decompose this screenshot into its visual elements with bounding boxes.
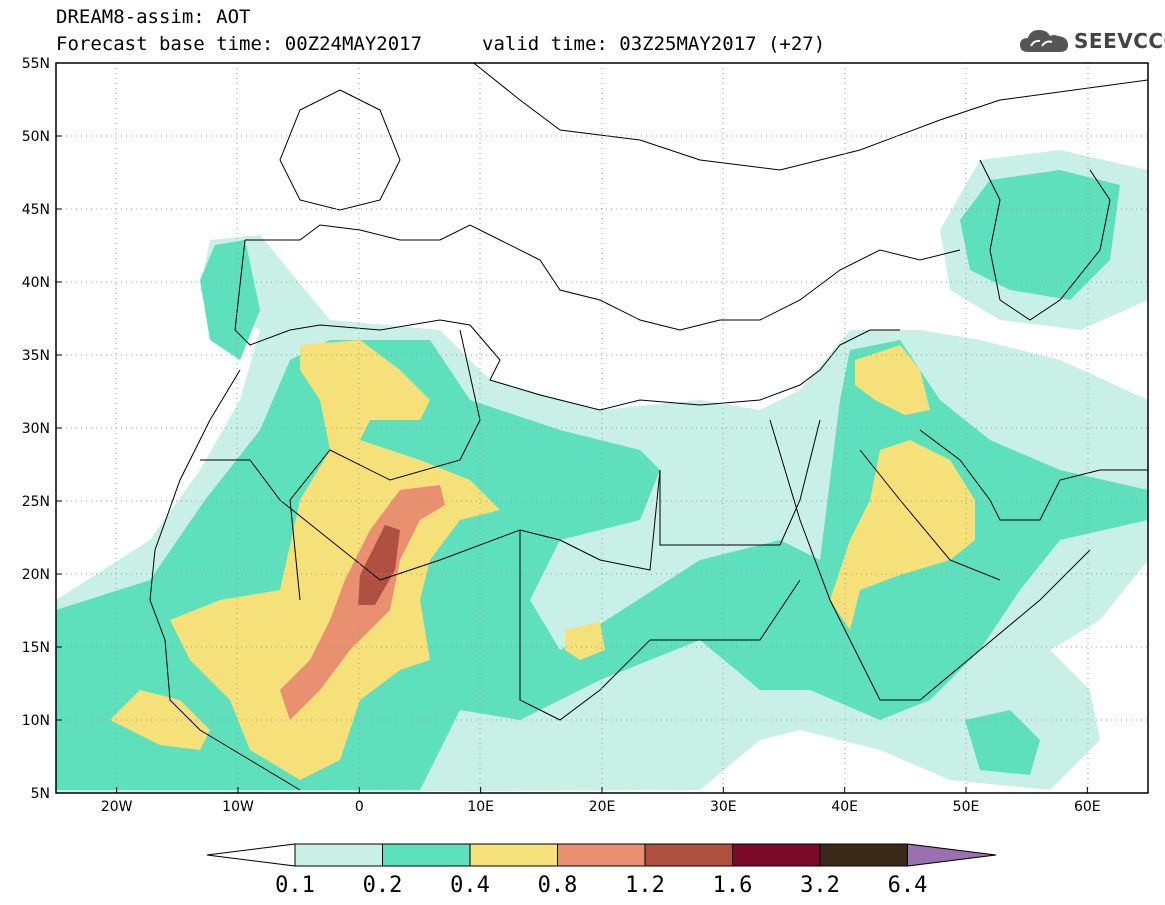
colorbar-label: 6.4 [887, 873, 928, 898]
lat-label-25N: 25N [22, 494, 50, 510]
map-title: DREAM8-assim: AOT [56, 6, 251, 28]
lat-label-15N: 15N [22, 640, 50, 656]
gridlines [56, 63, 1148, 793]
latitude-axis: 55N 50N 45N 40N 35N 30N 25N 20N 15N 10N 5N [22, 56, 62, 802]
colorbar-arrow-low [206, 843, 296, 867]
lon-label-40E: 40E [831, 799, 858, 815]
cloud-icon [1020, 30, 1068, 52]
aot-band-04-08-arabia [830, 440, 975, 630]
europe-north-borders [279, 89, 401, 211]
colorbar-label: 0.4 [450, 873, 490, 898]
forecast-base-time: Forecast base time: 00Z24MAY2017 [56, 33, 423, 55]
lon-label-10W: 10W [222, 799, 254, 815]
persian-gulf-coast [919, 429, 1148, 521]
africa-borders [200, 459, 780, 581]
aot-band-04-08 [170, 340, 500, 780]
colorbar-label: 0.1 [275, 873, 315, 898]
seevccc-logo: SEEVCCC [1018, 26, 1165, 56]
colorbar-swatch [644, 843, 733, 867]
colorbar-swatch [819, 843, 908, 867]
colorbar-swatch [732, 843, 821, 867]
lat-label-20N: 20N [22, 567, 50, 583]
logo-text: SEEVCCC [1074, 29, 1165, 53]
colorbar-label: 3.2 [800, 873, 840, 898]
aot-band-02-04-iberia [200, 240, 260, 360]
lat-label-40N: 40N [22, 275, 50, 291]
colorbar-arrow-high [907, 843, 997, 867]
colorbar-label: 1.2 [625, 873, 665, 898]
africa-west-coast [149, 369, 301, 791]
aot-band-12-16 [358, 525, 400, 605]
lon-label-20E: 20E [589, 799, 616, 815]
lat-label-50N: 50N [22, 129, 50, 145]
central-borders [519, 419, 1001, 721]
lon-label-30E: 30E [710, 799, 737, 815]
aot-band-04-08-iraq [855, 345, 930, 415]
colorbar [206, 843, 997, 867]
colorbar-label: 0.2 [362, 873, 403, 898]
colorbar-swatch [294, 843, 383, 867]
lon-label-0: 0 [355, 799, 364, 815]
lat-label-45N: 45N [22, 202, 50, 218]
caspian-coast [979, 159, 1111, 321]
lon-label-10E: 10E [467, 799, 494, 815]
aot-band-04-08-sudan [565, 622, 605, 660]
lat-label-5N: 5N [31, 786, 50, 802]
colorbar-swatch [469, 843, 558, 867]
europe-south-coast [245, 224, 961, 331]
longitude-axis: 20W 10W 0 10E 20E 30E 40E 50E 60E [101, 787, 1101, 815]
lat-label-35N: 35N [22, 348, 50, 364]
colorbar-label: 0.8 [537, 873, 578, 898]
europe-east-borders [472, 63, 1148, 171]
lon-label-60E: 60E [1074, 799, 1101, 815]
mediterranean-south-coast [234, 239, 900, 411]
lon-label-20W: 20W [101, 799, 133, 815]
aot-band-04-08-westafrica [110, 690, 210, 750]
colorbar-swatch [557, 843, 646, 867]
aot-band-02-04-east-africa [965, 710, 1040, 775]
colorbar-label: 1.6 [712, 873, 753, 898]
valid-time: valid time: 03Z25MAY2017 (+27) [482, 33, 826, 55]
colorbar-swatch [382, 843, 471, 867]
coastlines [149, 63, 1148, 791]
red-sea-arabia-coast [769, 419, 1091, 701]
lat-label-30N: 30N [22, 421, 50, 437]
sahara-borders [289, 329, 481, 601]
lat-label-10N: 10N [22, 713, 50, 729]
lat-label-55N: 55N [22, 56, 50, 72]
lon-label-50E: 50E [953, 799, 980, 815]
